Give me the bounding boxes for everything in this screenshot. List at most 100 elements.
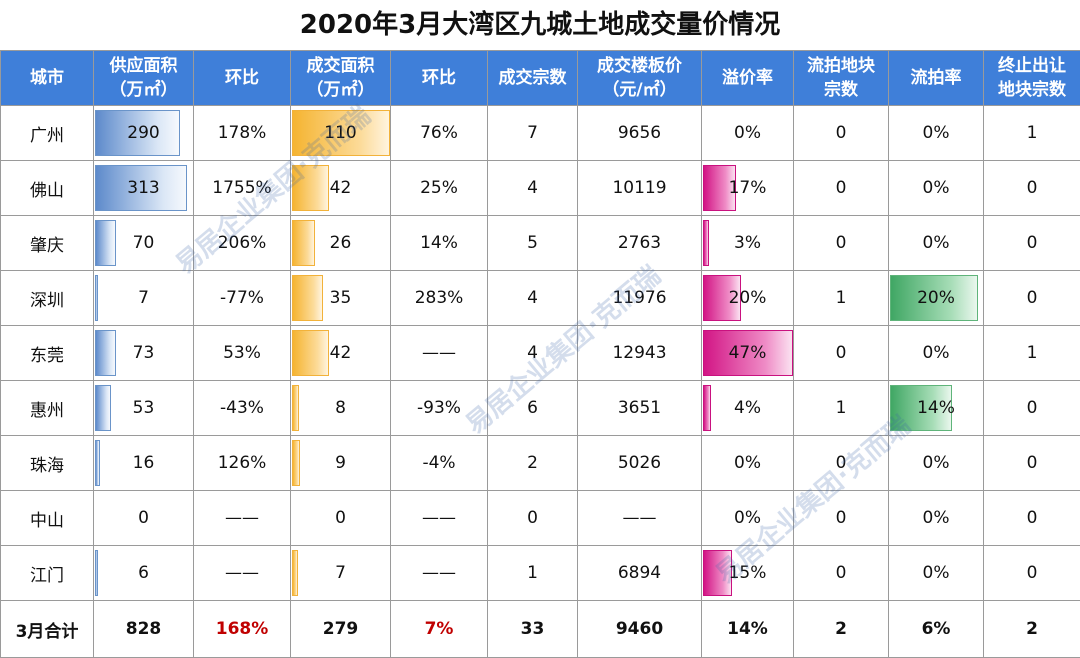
deal-bar [292,385,299,431]
cell-failed: 0 [794,326,889,381]
deal-bar [292,330,329,376]
cell-count: 4 [488,161,578,216]
total-cell-supply: 828 [94,601,194,658]
total-cell-price: 9460 [578,601,702,658]
cell-city: 惠州 [1,381,94,436]
land-deal-table: 城市 供应面积（万㎡） 环比 成交面积（万㎡） 环比 成交宗数 成交楼板价（元/… [0,50,1080,658]
supply-bar [95,275,98,321]
header-premium: 溢价率 [702,51,794,106]
cell-premium: 0% [702,436,794,491]
cell-deal: 42 [291,326,391,381]
cell-supply: 73 [94,326,194,381]
cell-fail-rate: 0% [889,216,984,271]
cell-deal: 8 [291,381,391,436]
cell-premium: 0% [702,491,794,546]
cell-price: 6894 [578,546,702,601]
cell-supply: 290 [94,106,194,161]
cell-count: 0 [488,491,578,546]
cell-terminated: 0 [984,436,1080,491]
supply-bar [95,550,98,596]
cell-fail-rate: 0% [889,491,984,546]
cell-fail-rate: 0% [889,436,984,491]
deal-bar [292,165,329,211]
cell-terminated: 0 [984,491,1080,546]
cell-deal-mom: -4% [391,436,488,491]
cell-failed: 1 [794,381,889,436]
cell-supply: 6 [94,546,194,601]
cell-deal-mom: —— [391,546,488,601]
cell-deal-mom: 25% [391,161,488,216]
cell-terminated: 0 [984,216,1080,271]
total-cell-deal-mom: 7% [391,601,488,658]
cell-price: 5026 [578,436,702,491]
cell-supply-mom: 1755% [194,161,291,216]
deal-bar [292,550,298,596]
cell-count: 6 [488,381,578,436]
cell-fail-rate: 0% [889,546,984,601]
header-fail-rate: 流拍率 [889,51,984,106]
cell-failed: 1 [794,271,889,326]
cell-supply-mom: 178% [194,106,291,161]
cell-price: —— [578,491,702,546]
deal-bar [292,275,323,321]
cell-premium: 47% [702,326,794,381]
header-supply-mom: 环比 [194,51,291,106]
cell-price: 12943 [578,326,702,381]
total-cell-fail-rate: 6% [889,601,984,658]
cell-deal: 42 [291,161,391,216]
deal-bar [292,220,315,266]
cell-supply: 70 [94,216,194,271]
page-title: 2020年3月大湾区九城土地成交量价情况 [0,0,1080,50]
supply-bar [95,440,100,486]
cell-city: 佛山 [1,161,94,216]
cell-deal: 7 [291,546,391,601]
header-supply: 供应面积（万㎡） [94,51,194,106]
cell-city: 中山 [1,491,94,546]
cell-failed: 0 [794,436,889,491]
cell-supply-mom: —— [194,546,291,601]
cell-fail-rate: 14% [889,381,984,436]
cell-supply-mom: -77% [194,271,291,326]
cell-count: 7 [488,106,578,161]
cell-deal: 0 [291,491,391,546]
cell-fail-rate: 0% [889,326,984,381]
header-row: 城市 供应面积（万㎡） 环比 成交面积（万㎡） 环比 成交宗数 成交楼板价（元/… [1,51,1080,106]
cell-terminated: 0 [984,546,1080,601]
supply-bar [95,220,116,266]
cell-supply: 53 [94,381,194,436]
cell-premium: 17% [702,161,794,216]
cell-deal-mom: —— [391,326,488,381]
cell-deal-mom: —— [391,491,488,546]
cell-supply-mom: —— [194,491,291,546]
cell-city: 东莞 [1,326,94,381]
cell-count: 2 [488,436,578,491]
cell-fail-rate: 0% [889,161,984,216]
cell-deal-mom: 14% [391,216,488,271]
cell-failed: 0 [794,161,889,216]
cell-supply-mom: 126% [194,436,291,491]
cell-failed: 0 [794,546,889,601]
cell-city: 广州 [1,106,94,161]
cell-premium: 3% [702,216,794,271]
cell-supply: 0 [94,491,194,546]
cell-premium: 15% [702,546,794,601]
supply-bar [95,385,111,431]
total-cell-premium: 14% [702,601,794,658]
premium-bar [703,220,709,266]
header-terminated: 终止出让地块宗数 [984,51,1080,106]
deal-bar [292,440,300,486]
cell-terminated: 0 [984,161,1080,216]
cell-premium: 0% [702,106,794,161]
cell-count: 5 [488,216,578,271]
cell-deal: 110 [291,106,391,161]
cell-price: 11976 [578,271,702,326]
total-cell-failed: 2 [794,601,889,658]
cell-count: 4 [488,326,578,381]
cell-terminated: 0 [984,381,1080,436]
cell-price: 3651 [578,381,702,436]
